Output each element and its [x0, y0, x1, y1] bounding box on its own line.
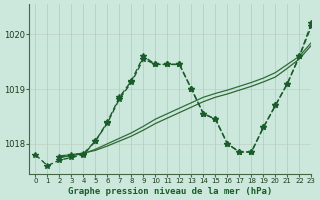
X-axis label: Graphe pression niveau de la mer (hPa): Graphe pression niveau de la mer (hPa) — [68, 187, 273, 196]
